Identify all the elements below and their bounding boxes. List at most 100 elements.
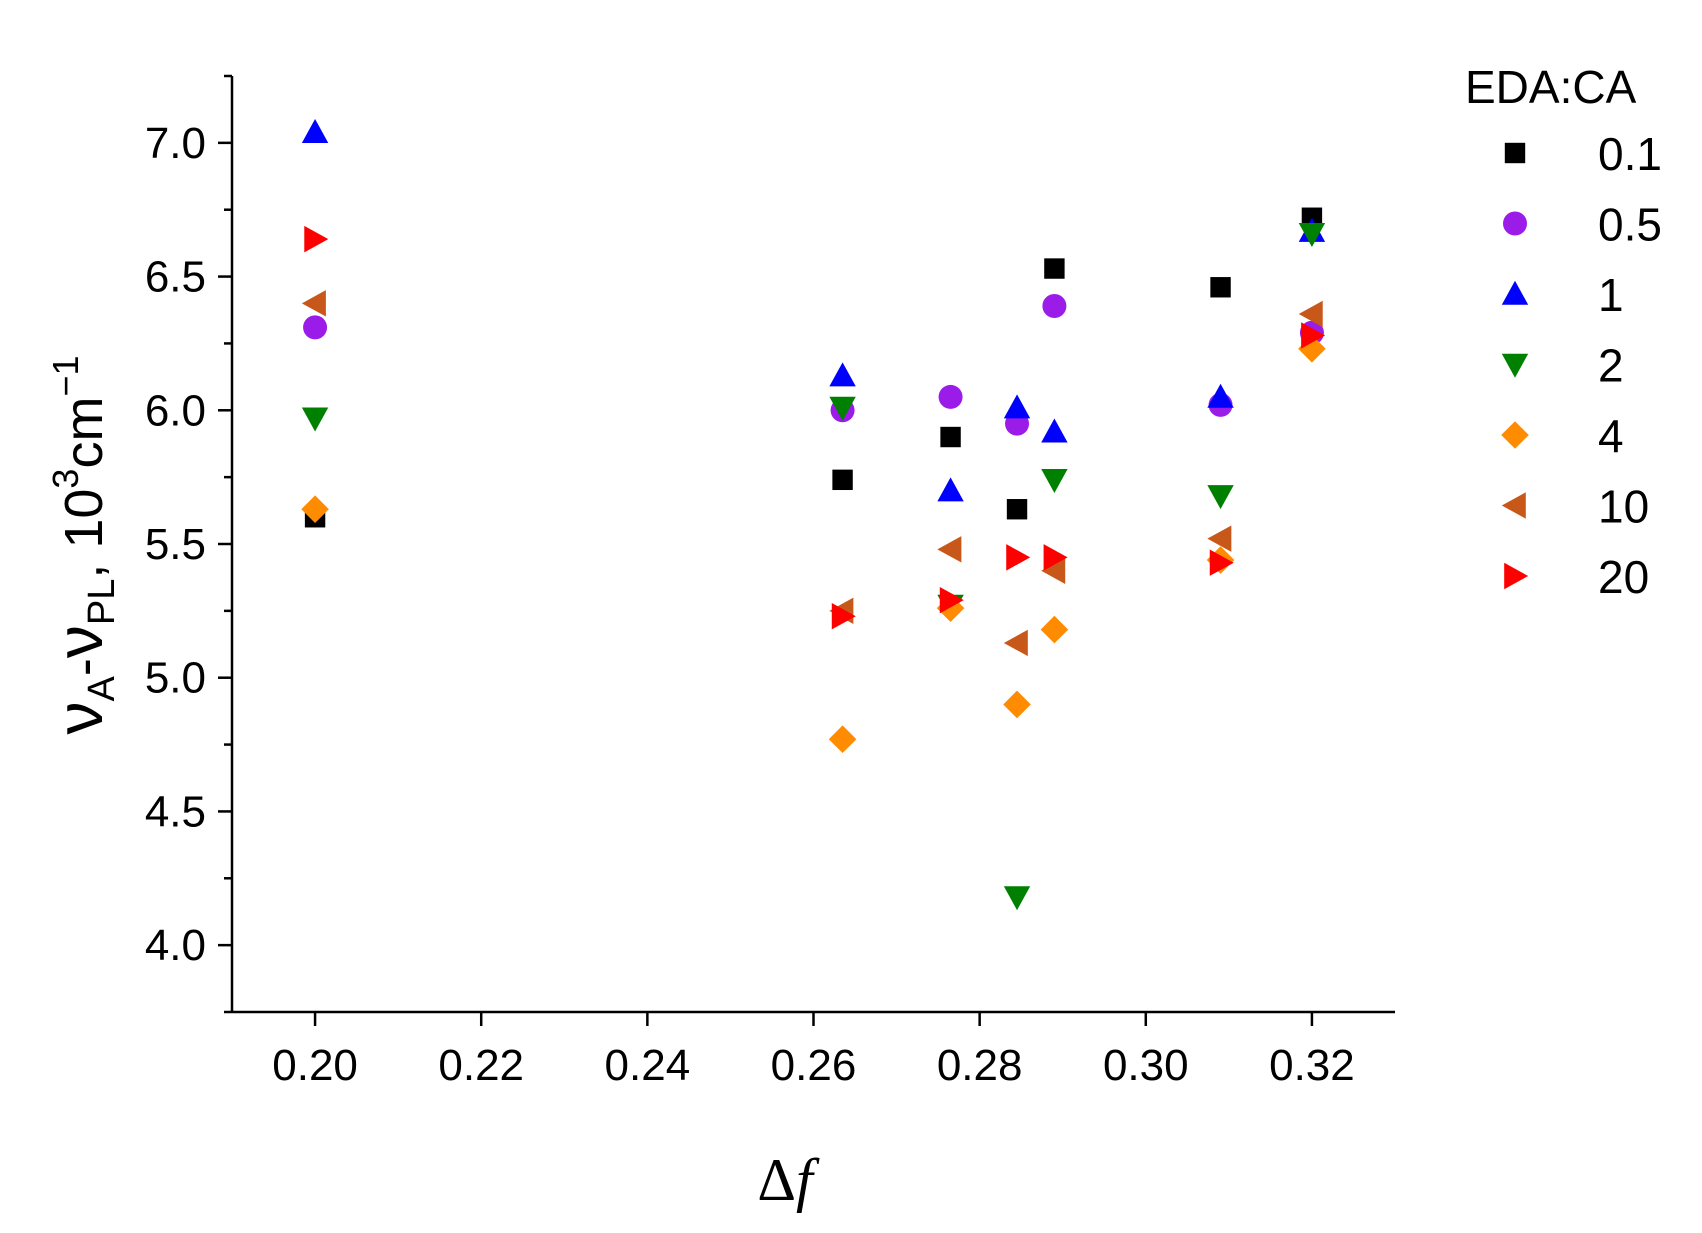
legend-marker [1501,421,1529,449]
y-axis-title-unit: cm [54,397,114,469]
y-axis-title-exp: 3 [45,469,86,489]
data-point [1298,300,1323,328]
data-point [938,384,963,409]
legend-marker [1501,280,1529,305]
data-point [1006,544,1031,571]
legend-title: EDA:CA [1465,61,1637,113]
y-axis-title-base: 10 [54,489,114,549]
data-point [304,225,329,253]
legend-label: 0.1 [1598,128,1662,180]
legend-marker [1501,353,1529,378]
data-point [832,469,853,491]
y-tick-label: 5.5 [145,520,206,569]
y-axis-title-nu-pl: ν [42,625,116,658]
y-tick-label: 4.0 [145,921,206,970]
series-20 [304,225,1326,630]
data-point [301,118,329,143]
y-axis-title-dash: - [54,658,114,676]
x-tick-label: 0.26 [771,1041,857,1090]
legend-item: 10 [1501,481,1649,533]
series-0.1 [304,207,1323,528]
data-point [936,594,965,622]
data-point [1040,615,1069,644]
data-point [1003,886,1031,911]
y-axis-title-nu-a: ν [42,701,116,734]
legend-item: 20 [1504,551,1649,603]
y-axis-title: νA-νPL, 103cm−1 [42,356,123,735]
data-point [1042,293,1067,318]
legend-label: 4 [1598,410,1624,462]
data-point [940,426,961,448]
series-1 [301,118,1326,502]
data-point [1006,499,1028,520]
x-axis-title-symbol: Δ [757,1147,796,1213]
data-point [1043,544,1068,571]
series-0.5 [303,293,1324,436]
y-axis-title-unit-exp: −1 [45,356,86,397]
data-point [1041,557,1066,584]
data-point [1003,629,1028,657]
data-point [1298,222,1326,247]
x-tick-label: 0.20 [272,1041,358,1090]
x-tick-label: 0.22 [438,1041,524,1090]
data-point [1207,485,1234,510]
legend-label: 2 [1598,340,1624,392]
y-tick-label: 7.0 [145,119,206,168]
y-axis-title-sub-a: A [81,675,123,701]
legend-marker [1501,492,1526,519]
data-point [301,290,326,317]
tick-marks [218,74,1314,1026]
data-point [1207,383,1234,408]
data-point [829,396,856,421]
x-tick-label: 0.24 [605,1041,691,1090]
data-point [831,603,856,630]
y-axis-title-sub-pl: PL [81,579,123,625]
tick-labels: 0.20 0.22 0.24 0.26 0.28 0.30 0.32 4.0 4.5 5.0 5.5… [145,119,1355,1090]
data-point [1041,418,1068,443]
x-tick-label: 0.32 [1269,1041,1355,1090]
data-point [937,536,962,563]
x-axis-title-variable: f [796,1147,820,1213]
x-tick-label: 0.30 [1103,1041,1189,1090]
legend-item: 4 [1501,410,1624,462]
data-point [1301,207,1323,228]
legend-label: 1 [1598,269,1624,321]
data-point [1301,322,1326,349]
data-point [1210,277,1231,298]
data-point [301,495,329,524]
legend-marker [1504,142,1526,164]
x-tick-label: 0.28 [937,1041,1023,1090]
legend-marker [1503,211,1527,236]
y-tick-label: 4.5 [145,787,206,836]
data-points [301,118,1326,911]
data-point [939,586,964,614]
series-10 [301,290,1323,657]
series-2 [301,222,1326,911]
legend: EDA:CA 0.1 0.5 1 2 4 10 20 [1465,61,1662,603]
data-point [1207,525,1232,552]
y-tick-label: 6.0 [145,386,206,435]
legend-item: 0.5 [1503,199,1662,251]
legend-label: 20 [1598,551,1649,603]
data-point [937,477,964,502]
data-point [1003,690,1031,719]
data-point [1003,394,1031,419]
legend-item: 1 [1501,269,1624,321]
data-point [828,725,857,754]
legend-label: 10 [1598,481,1649,533]
data-point [1209,549,1234,576]
data-point [1041,469,1068,494]
y-tick-label: 6.5 [145,253,206,302]
y-axis-title-comma: , [54,549,114,579]
data-point [1044,258,1065,279]
legend-item: 0.1 [1504,128,1662,180]
data-point [829,362,856,387]
legend-marker [1504,562,1529,590]
series-4 [301,334,1326,754]
data-point [303,315,328,340]
y-tick-label: 5.0 [145,654,206,703]
legend-item: 2 [1501,340,1624,392]
data-point [301,407,329,432]
x-axis-title: Δf [757,1147,820,1213]
